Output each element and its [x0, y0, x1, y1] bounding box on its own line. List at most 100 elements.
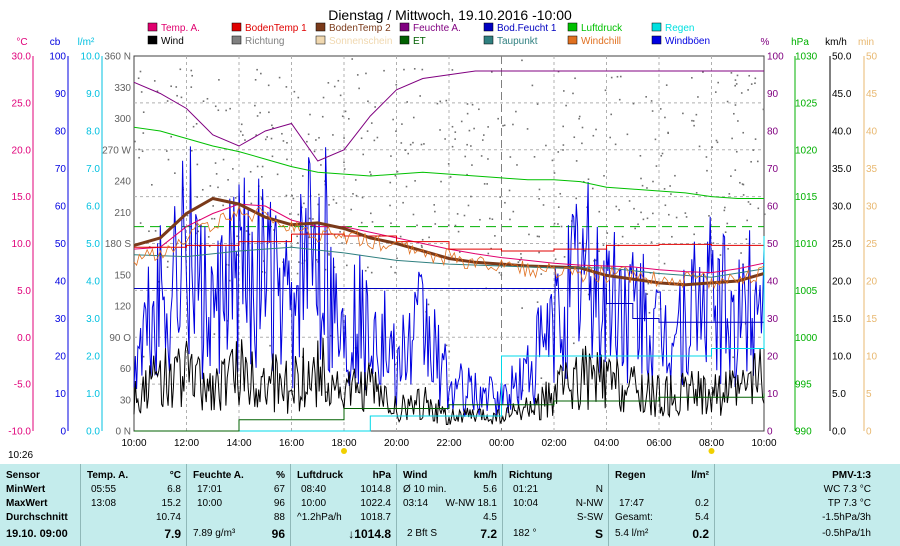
direction-point [350, 208, 353, 211]
direction-point [497, 117, 499, 120]
direction-point [222, 158, 225, 161]
direction-point [650, 241, 653, 243]
stats-col-direction: Richtung 01:21 N 10:04 N-NW S-SW 182 ° S [502, 464, 609, 546]
direction-point [740, 252, 742, 254]
legend-label: BodenTemp 1 [245, 23, 307, 34]
rain-max: 0.2 [695, 498, 709, 509]
y-tick-label: 8.0 [86, 127, 100, 138]
direction-point [449, 176, 452, 178]
direction-point [763, 213, 766, 216]
direction-point [533, 156, 536, 158]
legend-label: Regen [665, 23, 694, 34]
y-tick-label: 0 N [115, 427, 131, 438]
direction-point [434, 223, 437, 225]
y-tick-label: 5.0 [832, 389, 846, 400]
direction-point [500, 274, 503, 276]
direction-point [218, 79, 220, 81]
direction-point [236, 254, 239, 256]
direction-point [691, 119, 693, 122]
y-tick-label: 210 [114, 208, 131, 219]
direction-point [394, 363, 396, 366]
y-tick-label: 1010 [795, 239, 818, 250]
direction-point [517, 261, 520, 263]
series-luftdruck [133, 126, 764, 199]
direction-point [208, 245, 211, 248]
legend-label: Sonnenschein [329, 36, 392, 47]
direction-point [175, 86, 178, 88]
direction-point [244, 139, 246, 141]
direction-point [313, 150, 316, 153]
legend-label: Feuchte A. [413, 23, 461, 34]
y-tick-label: 5 [866, 389, 872, 400]
direction-point [504, 201, 506, 204]
direction-point [557, 70, 560, 73]
direction-point [371, 221, 374, 223]
direction-point [439, 129, 441, 131]
series-layer [133, 58, 766, 432]
direction-point [466, 103, 469, 105]
direction-point [369, 212, 372, 215]
stats-col-sensor: Sensor MinWert MaxWert Durchschnitt 19.1… [0, 464, 80, 546]
temp-unit: °C [169, 470, 181, 481]
direction-point [403, 68, 405, 71]
sensor-row-max: MaxWert [6, 498, 48, 509]
direction-point [433, 204, 435, 206]
direction-point [482, 134, 485, 136]
x-tick-label: 10:00 [121, 438, 146, 449]
y-tick-label: 20.0 [832, 277, 852, 288]
direction-point [692, 120, 695, 122]
direction-max: N-NW [575, 498, 603, 509]
direction-point [536, 103, 539, 105]
direction-point [471, 164, 473, 166]
direction-point [401, 123, 403, 125]
stats-col-rain: Regen l/m² 17:47 0.2 Gesamt: 5.4 5.4 l/m… [608, 464, 715, 546]
direction-point [322, 96, 325, 99]
pressure-min: 1014.8 [360, 484, 391, 495]
direction-point [414, 180, 416, 182]
y-tick-label: 30.0 [12, 52, 32, 63]
direction-point [491, 218, 494, 221]
direction-point [392, 118, 394, 121]
direction-point [671, 235, 673, 238]
direction-point [719, 254, 722, 256]
direction-point [752, 149, 755, 151]
direction-point [324, 268, 327, 271]
direction-point [267, 84, 270, 87]
direction-point [166, 100, 169, 102]
direction-min: N [595, 484, 603, 495]
direction-point [440, 180, 442, 183]
y-tick-label: 20 [55, 352, 67, 363]
y-tick-label: 90 [55, 89, 67, 100]
axis-unit-label: % [761, 37, 770, 48]
wind-max-time: 03:14 [403, 498, 429, 509]
y-tick-label: 6.0 [86, 202, 100, 213]
y-tick-label: 2.0 [86, 352, 100, 363]
direction-point [487, 252, 490, 255]
direction-point [731, 137, 733, 140]
direction-point [179, 68, 182, 71]
direction-point [509, 218, 511, 221]
y-tick-label: 240 [114, 177, 131, 188]
direction-point [165, 150, 168, 152]
direction-point [232, 168, 234, 170]
direction-point [616, 75, 619, 78]
direction-point [409, 143, 412, 146]
direction-point [737, 120, 739, 122]
direction-point [260, 198, 263, 201]
direction-point [540, 273, 543, 275]
direction-point [735, 150, 738, 153]
direction-point [594, 259, 597, 262]
pressure-current: ↓1014.8 [348, 527, 391, 541]
legend-swatch [651, 35, 662, 45]
direction-point [407, 152, 410, 155]
legend-label: Taupunkt [497, 36, 538, 47]
direction-point [156, 90, 159, 93]
direction-point [351, 58, 354, 60]
direction-point [562, 144, 565, 146]
stats-col-temp: Temp. A. °C 05:55 6.8 13:08 15.2 10.74 7… [80, 464, 187, 546]
legend-swatch [651, 22, 662, 32]
y-tick-label: 45 [866, 89, 878, 100]
direction-point [421, 246, 423, 248]
direction-point [606, 232, 609, 234]
y-tick-label: 30 [120, 395, 132, 406]
